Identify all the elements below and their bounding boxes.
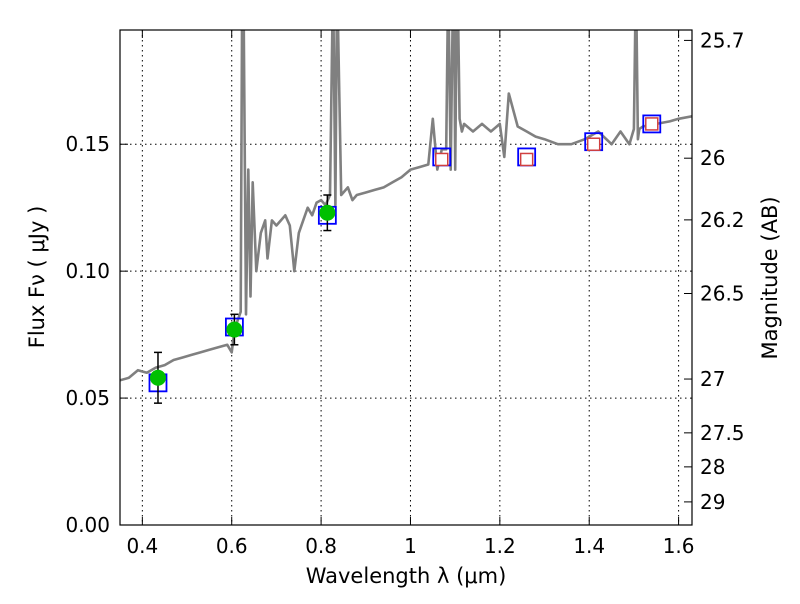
- y-tick-label: 0.00: [65, 513, 110, 537]
- model-photometry-marker: [642, 114, 662, 134]
- magnitude-tick-label: 27: [700, 367, 725, 391]
- magnitude-tick-label: 25.7: [700, 28, 745, 52]
- x-tick-label: 1.4: [573, 534, 605, 558]
- y-axis-title: Flux Fν ( μJy ): [25, 206, 49, 349]
- spectrum-line: [120, 30, 692, 382]
- x-tick-label: 1.6: [663, 534, 695, 558]
- right-axis-title: Magnitude (AB): [758, 196, 782, 359]
- magnitude-tick-label: 27.5: [700, 421, 745, 445]
- x-tick-label: 1.2: [484, 534, 516, 558]
- spectrum-layer: [120, 30, 692, 382]
- optical-photometry-marker: [319, 204, 336, 221]
- y-tick-label: 0.15: [65, 132, 110, 156]
- y-tick-label: 0.10: [65, 259, 110, 283]
- magnitude-tick-label: 29: [700, 490, 725, 514]
- magnitude-tick-label: 26: [700, 146, 725, 170]
- marker-layer: [148, 114, 662, 404]
- tick-labels: 0.4 0.6 0.8 1 1.2 1.4 1.6 0.00 0.05 0.10 0.15 25.7 2…: [65, 28, 744, 558]
- x-axis-title: Wavelength λ (μm): [306, 564, 507, 588]
- grid-lines: [120, 30, 692, 525]
- x-tick-label: 1: [404, 534, 417, 558]
- plot-frame: [119, 29, 693, 526]
- ir-photometry-marker: [645, 117, 659, 131]
- x-tick-label: 0.4: [126, 534, 158, 558]
- magnitude-tick-label: 28: [700, 455, 725, 479]
- magnitude-tick-label: 26.5: [700, 281, 745, 305]
- x-tick-label: 0.8: [305, 534, 337, 558]
- ir-photometry-marker: [586, 137, 601, 151]
- ir-photometry-marker: [435, 152, 449, 167]
- x-tick-label: 0.6: [216, 534, 248, 558]
- y-tick-label: 0.05: [65, 386, 110, 410]
- magnitude-tick-label: 26.2: [700, 208, 745, 232]
- tick-layer: [120, 30, 692, 526]
- optical-photometry-marker: [226, 321, 243, 338]
- optical-photometry-marker: [149, 369, 166, 386]
- ir-photometry-marker: [519, 152, 534, 167]
